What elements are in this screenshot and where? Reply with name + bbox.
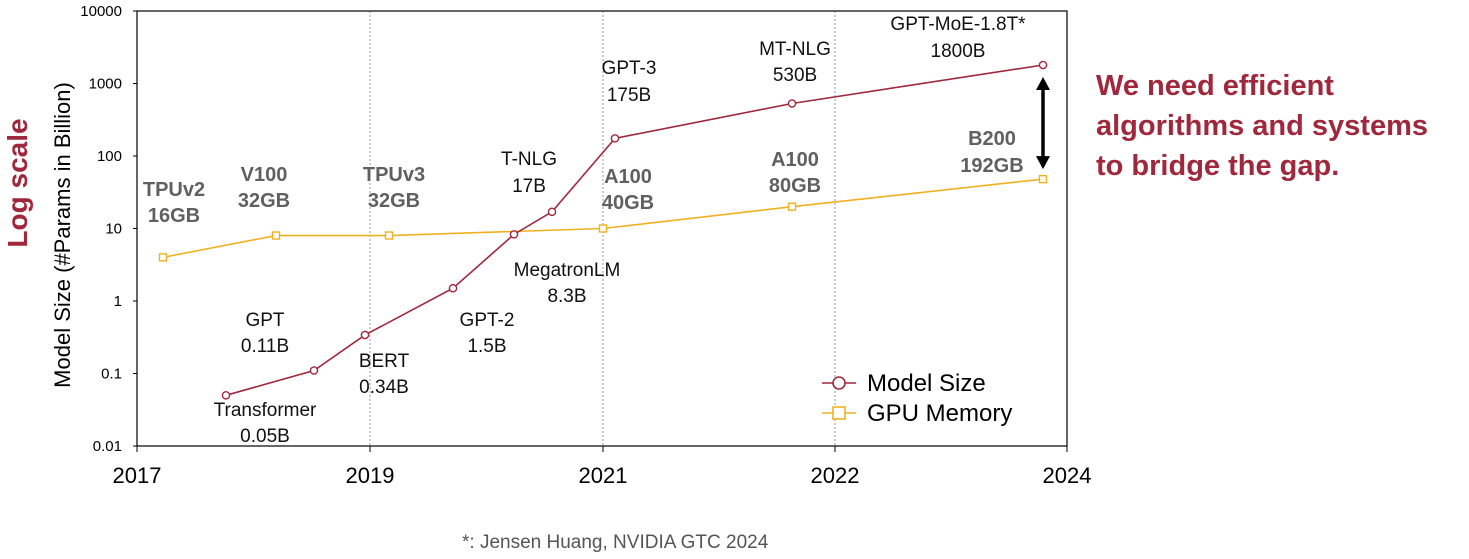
gpu-name-label: B200 [968, 128, 1016, 150]
gpu-memory-label: 80GB [769, 175, 821, 197]
gpu-memory-point [1038, 174, 1048, 184]
message-line-3: to bridge the gap. [1096, 150, 1340, 182]
y-axis-label: Model Size (#Params in Billion) [50, 82, 75, 388]
y-tick-label: 0.01 [93, 438, 122, 455]
model-size-point [448, 283, 458, 293]
model-size-point [360, 330, 370, 340]
message-line-1: We need efficient [1096, 70, 1334, 102]
model-name-label: GPT-2 [460, 310, 515, 331]
gap-arrow [1036, 76, 1050, 170]
legend-model-label: Model Size [867, 370, 986, 397]
model-name-label: Transformer [214, 400, 317, 421]
gap-message: We need efficient algorithms and systems… [1096, 66, 1466, 186]
x-axis-ticks: 2017 2019 2021 2022 2024 [113, 446, 1092, 488]
model-size-point [309, 366, 319, 375]
model-name-label: MegatronLM [514, 260, 621, 281]
gpu-memory-point [384, 231, 394, 240]
gpu-memory-point [271, 231, 281, 240]
model-name-label: T-NLG [501, 149, 557, 170]
gpu-memory-label: 40GB [602, 192, 654, 214]
model-size-line [225, 64, 1044, 397]
model-size-label: 8.3B [547, 286, 586, 307]
x-tick-label: 2017 [113, 463, 162, 488]
model-size-point [509, 230, 519, 239]
y-tick-label: 10 [105, 221, 122, 238]
model-size-label: 17B [512, 176, 546, 197]
legend-model-marker [832, 376, 846, 390]
gpu-memory-label: 192GB [960, 155, 1023, 177]
log-scale-label: Log scale [2, 118, 33, 247]
model-name-label: BERT [359, 351, 410, 372]
point-labels: Transformer 0.05B GPT 0.11B BERT 0.34B GPT-2 1.… [143, 14, 1026, 447]
model-size-label: 175B [607, 85, 651, 106]
y-tick-label: 0.1 [101, 366, 122, 383]
gpu-memory-label: 32GB [238, 190, 290, 212]
gpu-name-label: TPUv2 [143, 179, 205, 201]
message-line-2: algorithms and systems [1096, 110, 1428, 142]
model-size-point [610, 134, 620, 143]
y-tick-label: 10000 [80, 3, 122, 20]
model-size-label: 1800B [931, 41, 986, 62]
gpu-name-label: A100 [771, 149, 819, 171]
gap-arrow-head-down [1036, 156, 1050, 170]
model-size-point [221, 391, 231, 400]
model-size-label: 0.34B [359, 377, 409, 398]
gpu-memory-point [158, 253, 168, 262]
x-tick-label: 2019 [346, 463, 395, 488]
x-tick-label: 2024 [1043, 463, 1092, 488]
x-tick-label: 2022 [811, 463, 860, 488]
gpu-name-label: A100 [604, 166, 652, 188]
model-size-label: 0.05B [240, 426, 290, 447]
gpu-name-label: V100 [241, 164, 288, 186]
gpu-memory-point [598, 224, 608, 233]
y-axis-ticks: 10000 1000 100 10 1 0.1 0.01 [80, 3, 137, 455]
legend-gpu-marker [832, 406, 846, 420]
model-size-label: 1.5B [467, 336, 506, 357]
model-name-label: MT-NLG [759, 39, 831, 60]
gpu-memory-point [787, 202, 797, 211]
gap-arrow-head-up [1036, 76, 1050, 90]
gpu-memory-label: 16GB [148, 205, 200, 227]
y-tick-label: 1000 [89, 76, 122, 93]
legend-gpu-label: GPU Memory [867, 400, 1012, 427]
x-tick-label: 2021 [579, 463, 628, 488]
footnote: *: Jensen Huang, NVIDIA GTC 2024 [462, 532, 769, 553]
series-markers [158, 60, 1048, 400]
gpu-name-label: TPUv3 [363, 164, 425, 186]
model-size-point [547, 207, 557, 217]
model-size-point [787, 99, 797, 108]
model-size-point [1038, 60, 1048, 70]
model-size-label: 530B [773, 65, 817, 86]
model-size-label: 0.11B [241, 336, 289, 357]
gpu-memory-line [162, 178, 1044, 259]
model-name-label: GPT [245, 310, 284, 331]
model-name-label: GPT-3 [602, 58, 657, 79]
y-tick-label: 1 [114, 293, 122, 310]
legend: Model Size GPU Memory [822, 370, 1012, 427]
gpu-memory-label: 32GB [368, 190, 420, 212]
y-tick-label: 100 [97, 148, 122, 165]
model-name-label: GPT-MoE-1.8T* [890, 14, 1026, 35]
